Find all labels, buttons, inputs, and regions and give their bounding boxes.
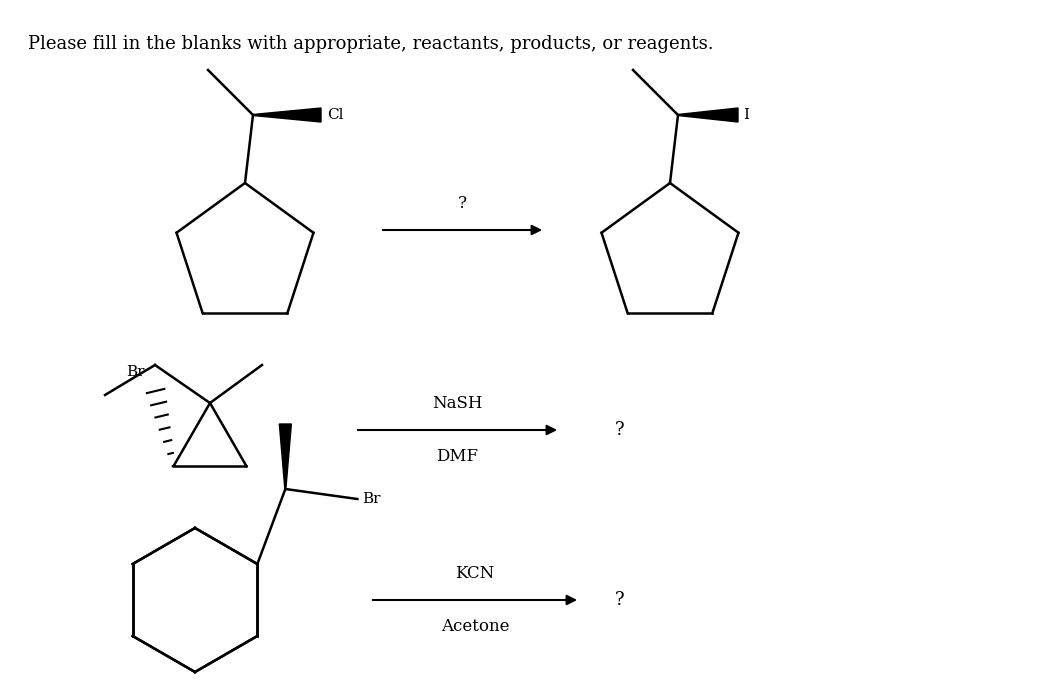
Text: NaSH: NaSH <box>432 395 483 412</box>
Polygon shape <box>253 108 321 122</box>
Text: ?: ? <box>615 421 625 439</box>
Polygon shape <box>678 108 738 122</box>
Text: Cl: Cl <box>327 108 343 122</box>
Text: Please fill in the blanks with appropriate, reactants, products, or reagents.: Please fill in the blanks with appropria… <box>28 35 713 53</box>
Text: Acetone: Acetone <box>441 618 509 635</box>
Text: KCN: KCN <box>455 565 495 582</box>
Text: I: I <box>743 108 749 122</box>
Text: ?: ? <box>615 591 625 609</box>
Text: Br: Br <box>126 365 145 379</box>
Text: ?: ? <box>458 195 467 212</box>
Polygon shape <box>279 424 292 489</box>
Text: Br: Br <box>362 492 381 506</box>
Text: DMF: DMF <box>436 448 478 465</box>
